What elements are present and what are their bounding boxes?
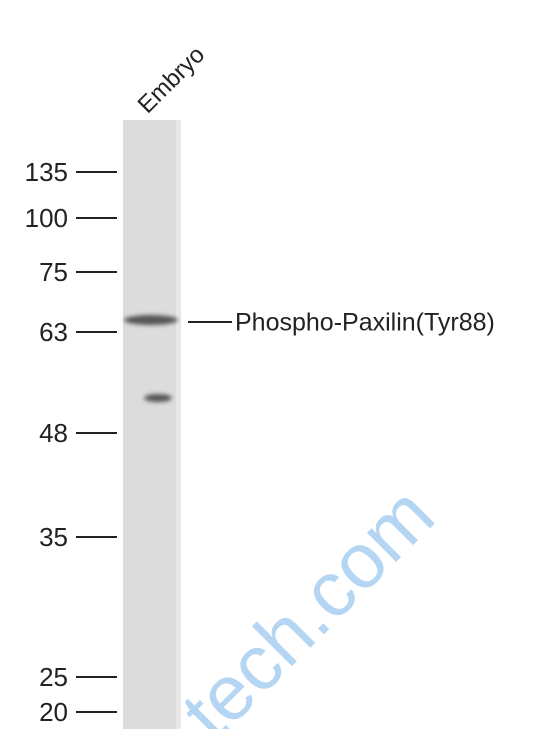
western-blot: Embryo Phospho-Paxilin(Tyr88) 1351007563…	[0, 0, 555, 729]
band	[144, 394, 172, 402]
marker-label: 75	[39, 257, 68, 287]
band-label: Phospho-Paxilin(Tyr88)	[235, 309, 495, 337]
marker-label: 20	[39, 697, 68, 727]
marker-label: 135	[25, 157, 68, 187]
marker-label: 35	[39, 522, 68, 552]
band	[124, 315, 178, 325]
marker-label: 48	[39, 418, 68, 448]
marker-label: 100	[25, 203, 68, 233]
marker-label: 25	[39, 662, 68, 692]
marker-label: 63	[39, 317, 68, 347]
lane	[123, 120, 181, 729]
lane-edge	[176, 120, 181, 729]
